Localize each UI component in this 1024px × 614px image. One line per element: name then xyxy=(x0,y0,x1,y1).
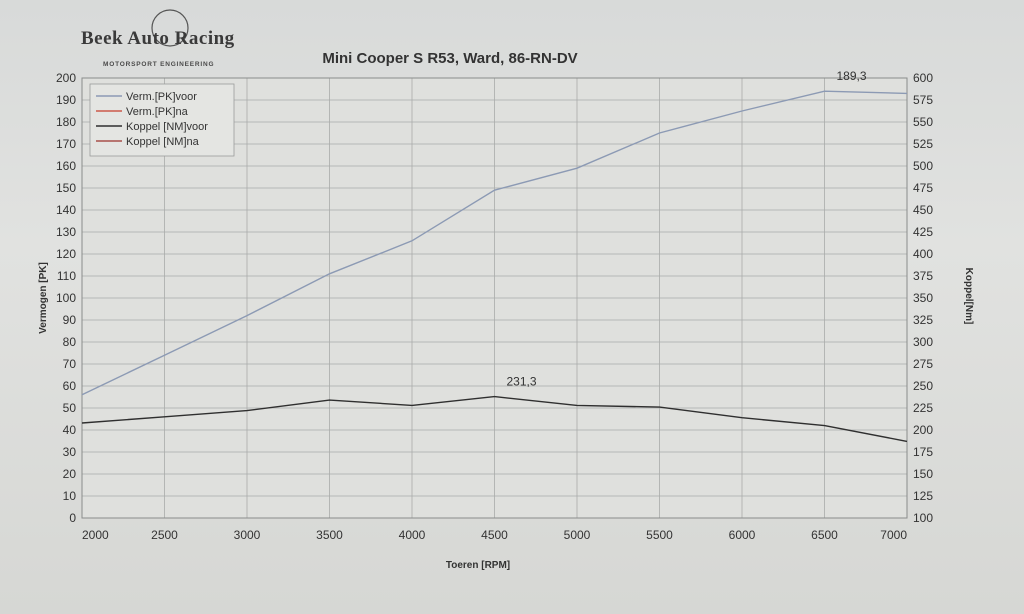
y-right-tick-label: 500 xyxy=(913,159,933,173)
y-right-tick-label: 550 xyxy=(913,115,933,129)
x-ticks: 2000 2500 3000 3500 4000 4500 5000 5500 6000 6500… xyxy=(82,528,907,542)
chart-title: Mini Cooper S R53, Ward, 86-RN-DV xyxy=(322,50,577,67)
x-axis-label: Toeren [RPM] xyxy=(446,560,510,571)
logo-name: Beek Auto Racing xyxy=(81,28,235,49)
legend: Verm.[PK]voor Verm.[PK]na Koppel [NM]voor K… xyxy=(89,83,235,157)
series-line-0 xyxy=(81,90,908,396)
y-left-tick-label: 60 xyxy=(63,379,77,393)
y-right-tick-label: 600 xyxy=(913,71,933,85)
y-right-tick-label: 475 xyxy=(913,181,933,195)
y-right-tick-label: 400 xyxy=(913,247,933,261)
y-right-tick-label: 525 xyxy=(913,137,933,151)
y-right-tick-label: 275 xyxy=(913,357,933,371)
y-left-tick-label: 100 xyxy=(56,291,76,305)
x-tick-label: 6000 xyxy=(729,528,756,542)
y-left-axis-label: Vermogen [PK] xyxy=(38,262,49,334)
y-right-tick-label: 425 xyxy=(913,225,933,239)
y-right-tick-label: 375 xyxy=(913,269,933,283)
y-left-tick-label: 70 xyxy=(63,357,77,371)
x-tick-label: 2000 xyxy=(82,528,109,542)
y-right-tick-label: 300 xyxy=(913,335,933,349)
x-tick-label: 5500 xyxy=(646,528,673,542)
annotations: 189,3 231,3 xyxy=(507,69,867,388)
data-label: 189,3 xyxy=(837,69,867,83)
y-right-tick-label: 100 xyxy=(913,511,933,525)
x-tick-label: 3500 xyxy=(316,528,343,542)
y-right-tick-label: 175 xyxy=(913,445,933,459)
y-right-tick-label: 250 xyxy=(913,379,933,393)
y-right-axis-label: Koppel[Nm] xyxy=(963,268,974,325)
y-left-tick-label: 30 xyxy=(63,445,77,459)
y-left-ticks: 0 10 20 30 40 50 60 70 80 90 100 110 120 130 140 150 160… xyxy=(56,71,76,525)
y-left-tick-label: 0 xyxy=(69,511,76,525)
legend-entry: Koppel [NM]na xyxy=(126,136,200,148)
y-left-tick-label: 20 xyxy=(63,467,77,481)
y-right-tick-label: 325 xyxy=(913,313,933,327)
y-left-tick-label: 10 xyxy=(63,489,77,503)
y-left-tick-label: 80 xyxy=(63,335,77,349)
logo-tagline: MOTORSPORT ENGINEERING xyxy=(103,61,214,68)
y-left-tick-label: 190 xyxy=(56,93,76,107)
y-left-tick-label: 40 xyxy=(63,423,77,437)
y-left-tick-label: 50 xyxy=(63,401,77,415)
logo: Beek Auto Racing MOTORSPORT ENGINEERING xyxy=(81,9,235,68)
series xyxy=(81,90,908,443)
legend-entry: Verm.[PK]voor xyxy=(126,91,197,103)
y-left-tick-label: 150 xyxy=(56,181,76,195)
legend-entry: Koppel [NM]voor xyxy=(126,121,208,133)
y-left-tick-label: 200 xyxy=(56,71,76,85)
y-left-tick-label: 130 xyxy=(56,225,76,239)
y-left-tick-label: 110 xyxy=(57,269,76,283)
y-right-tick-label: 225 xyxy=(913,401,933,415)
x-tick-label: 3000 xyxy=(234,528,261,542)
y-right-tick-label: 350 xyxy=(913,291,933,305)
y-left-tick-label: 180 xyxy=(56,115,76,129)
y-left-tick-label: 140 xyxy=(56,203,76,217)
y-right-tick-label: 200 xyxy=(913,423,933,437)
y-right-tick-label: 450 xyxy=(913,203,933,217)
legend-entry: Verm.[PK]na xyxy=(126,106,189,118)
y-left-tick-label: 170 xyxy=(56,137,76,151)
data-label: 231,3 xyxy=(507,375,537,389)
y-right-tick-label: 125 xyxy=(913,489,933,503)
y-left-tick-label: 90 xyxy=(63,313,77,327)
x-tick-label: 6500 xyxy=(811,528,838,542)
y-right-ticks: 100 125 150 175 200 225 250 275 300 325 350 375 400 4… xyxy=(913,71,933,525)
x-tick-label: 7000 xyxy=(880,528,907,542)
x-tick-label: 5000 xyxy=(564,528,591,542)
x-tick-label: 4500 xyxy=(481,528,508,542)
grid xyxy=(81,77,908,519)
x-tick-label: 4000 xyxy=(399,528,426,542)
y-right-tick-label: 150 xyxy=(913,467,933,481)
plot-border xyxy=(81,77,908,519)
x-tick-label: 2500 xyxy=(151,528,178,542)
y-left-tick-label: 160 xyxy=(56,159,76,173)
y-right-tick-label: 575 xyxy=(913,93,933,107)
series-line-2 xyxy=(81,395,908,443)
y-left-tick-label: 120 xyxy=(56,247,76,261)
logo-emblem-icon xyxy=(151,9,189,47)
